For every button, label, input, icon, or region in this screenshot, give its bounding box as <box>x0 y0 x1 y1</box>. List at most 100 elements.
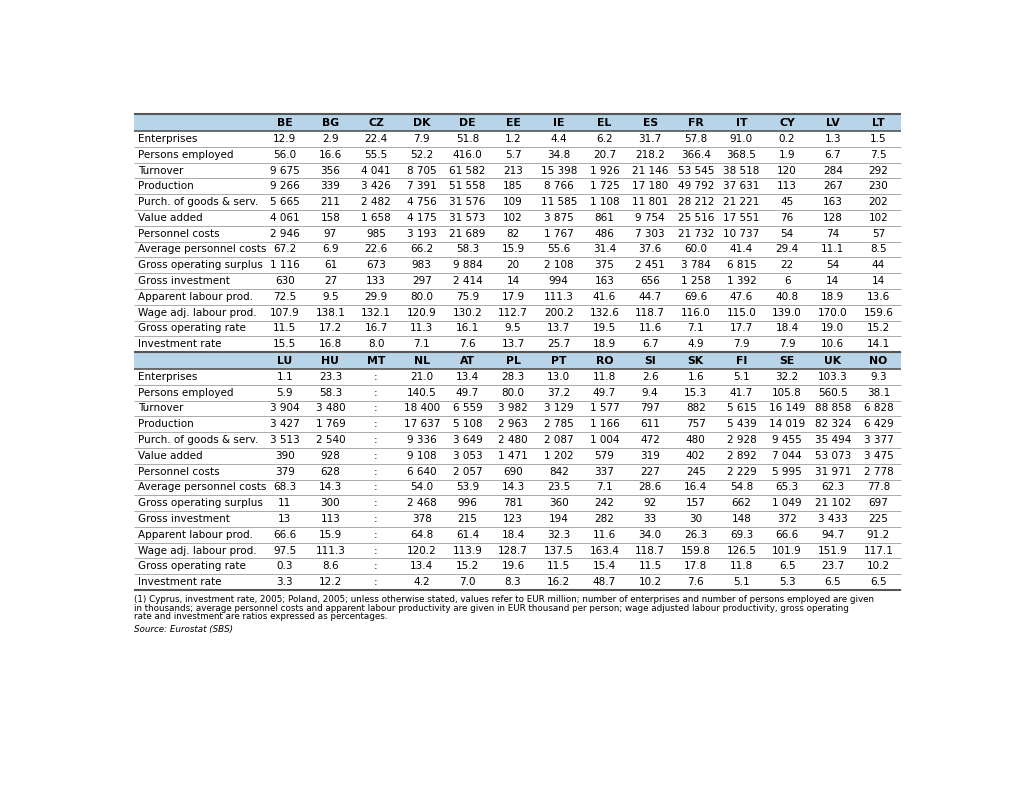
Text: 628: 628 <box>320 467 340 476</box>
Text: 17 551: 17 551 <box>723 213 760 223</box>
Text: 16.7: 16.7 <box>365 323 388 334</box>
Text: 8.0: 8.0 <box>368 339 384 349</box>
Text: 202: 202 <box>869 197 888 207</box>
Text: 67.2: 67.2 <box>273 245 296 254</box>
Text: 4.4: 4.4 <box>550 134 567 144</box>
Text: 25.7: 25.7 <box>547 339 571 349</box>
Text: 12.2: 12.2 <box>319 577 342 587</box>
Bar <box>134 289 901 305</box>
Bar <box>134 273 901 289</box>
Text: 21 102: 21 102 <box>815 498 850 508</box>
Text: 51 558: 51 558 <box>449 181 486 191</box>
Text: 22: 22 <box>781 260 794 271</box>
Text: 230: 230 <box>869 181 888 191</box>
Text: CY: CY <box>779 117 795 128</box>
Text: 14 019: 14 019 <box>769 420 805 429</box>
Text: FR: FR <box>688 117 704 128</box>
Text: 9 675: 9 675 <box>270 165 300 176</box>
Text: 82 324: 82 324 <box>814 420 851 429</box>
Text: PT: PT <box>551 356 567 365</box>
Text: MT: MT <box>367 356 385 365</box>
Text: 3 982: 3 982 <box>498 403 528 413</box>
Text: 690: 690 <box>503 467 523 476</box>
Text: 3 426: 3 426 <box>362 181 391 191</box>
Text: 2 785: 2 785 <box>543 420 574 429</box>
Text: 53.9: 53.9 <box>456 483 479 492</box>
Text: 113: 113 <box>777 181 797 191</box>
Text: in thousands; average personnel costs and apparent labour productivity are given: in thousands; average personnel costs an… <box>134 604 848 613</box>
Text: 1.5: 1.5 <box>870 134 887 144</box>
Bar <box>134 305 901 321</box>
Text: :: : <box>375 435 378 445</box>
Text: 158: 158 <box>320 213 340 223</box>
Text: 29.9: 29.9 <box>365 292 388 302</box>
Text: 9 266: 9 266 <box>270 181 300 191</box>
Text: 185: 185 <box>503 181 523 191</box>
Text: 157: 157 <box>686 498 706 508</box>
Text: 1 166: 1 166 <box>590 420 619 429</box>
Text: Investment rate: Investment rate <box>138 577 221 587</box>
Text: 1 202: 1 202 <box>544 451 574 461</box>
Text: 126.5: 126.5 <box>726 546 756 556</box>
Text: 137.5: 137.5 <box>543 546 574 556</box>
Text: :: : <box>375 467 378 476</box>
Bar <box>134 401 901 416</box>
Text: 11 801: 11 801 <box>632 197 669 207</box>
Text: 34.0: 34.0 <box>638 530 662 539</box>
Text: 2 540: 2 540 <box>315 435 345 445</box>
Bar <box>134 258 901 273</box>
Text: 65.3: 65.3 <box>776 483 799 492</box>
Text: 3 904: 3 904 <box>270 403 300 413</box>
Text: 92: 92 <box>643 498 656 508</box>
Text: 486: 486 <box>595 228 614 239</box>
Text: 9 754: 9 754 <box>635 213 665 223</box>
Text: 2 451: 2 451 <box>635 260 665 271</box>
Text: 61.4: 61.4 <box>456 530 479 539</box>
Text: 9.4: 9.4 <box>641 388 659 398</box>
Text: :: : <box>375 372 378 382</box>
Text: 31.4: 31.4 <box>593 245 616 254</box>
Text: 21 732: 21 732 <box>678 228 714 239</box>
Text: 6 828: 6 828 <box>864 403 893 413</box>
Text: 38.1: 38.1 <box>867 388 890 398</box>
Text: 19.6: 19.6 <box>501 561 524 571</box>
Text: 91.0: 91.0 <box>730 134 753 144</box>
Text: 37 631: 37 631 <box>723 181 760 191</box>
Text: 74: 74 <box>826 228 839 239</box>
Bar <box>134 147 901 163</box>
Text: (1) Cyprus, investment rate, 2005; Poland, 2005; unless otherwise stated, values: (1) Cyprus, investment rate, 2005; Polan… <box>134 595 874 604</box>
Text: 11.8: 11.8 <box>593 372 616 382</box>
Text: 101.9: 101.9 <box>773 546 802 556</box>
Text: 91.2: 91.2 <box>867 530 890 539</box>
Text: 148: 148 <box>731 514 751 524</box>
Text: 375: 375 <box>595 260 614 271</box>
Text: 163: 163 <box>823 197 842 207</box>
Text: 19.5: 19.5 <box>593 323 616 334</box>
Text: SI: SI <box>644 356 655 365</box>
Text: 11.5: 11.5 <box>273 323 296 334</box>
Text: 368.5: 368.5 <box>726 150 756 160</box>
Text: 120.9: 120.9 <box>407 308 436 318</box>
Text: 55.6: 55.6 <box>547 245 571 254</box>
Text: 33: 33 <box>643 514 656 524</box>
Text: 97: 97 <box>324 228 337 239</box>
Text: 356: 356 <box>320 165 340 176</box>
Text: Investment rate: Investment rate <box>138 339 221 349</box>
Text: 284: 284 <box>823 165 842 176</box>
Text: 37.6: 37.6 <box>638 245 662 254</box>
Text: 1 769: 1 769 <box>315 420 345 429</box>
Text: 560.5: 560.5 <box>818 388 847 398</box>
Text: Production: Production <box>138 420 194 429</box>
Text: 6.5: 6.5 <box>870 577 887 587</box>
Text: 6.7: 6.7 <box>824 150 841 160</box>
Bar <box>134 480 901 495</box>
Text: 3 480: 3 480 <box>315 403 345 413</box>
Text: Gross investment: Gross investment <box>138 276 229 286</box>
Text: 15.9: 15.9 <box>319 530 342 539</box>
Bar <box>134 433 901 448</box>
Text: 44.7: 44.7 <box>638 292 662 302</box>
Bar <box>134 194 901 210</box>
Text: 61: 61 <box>324 260 337 271</box>
Text: 17 180: 17 180 <box>632 181 669 191</box>
Text: 47.6: 47.6 <box>730 292 753 302</box>
